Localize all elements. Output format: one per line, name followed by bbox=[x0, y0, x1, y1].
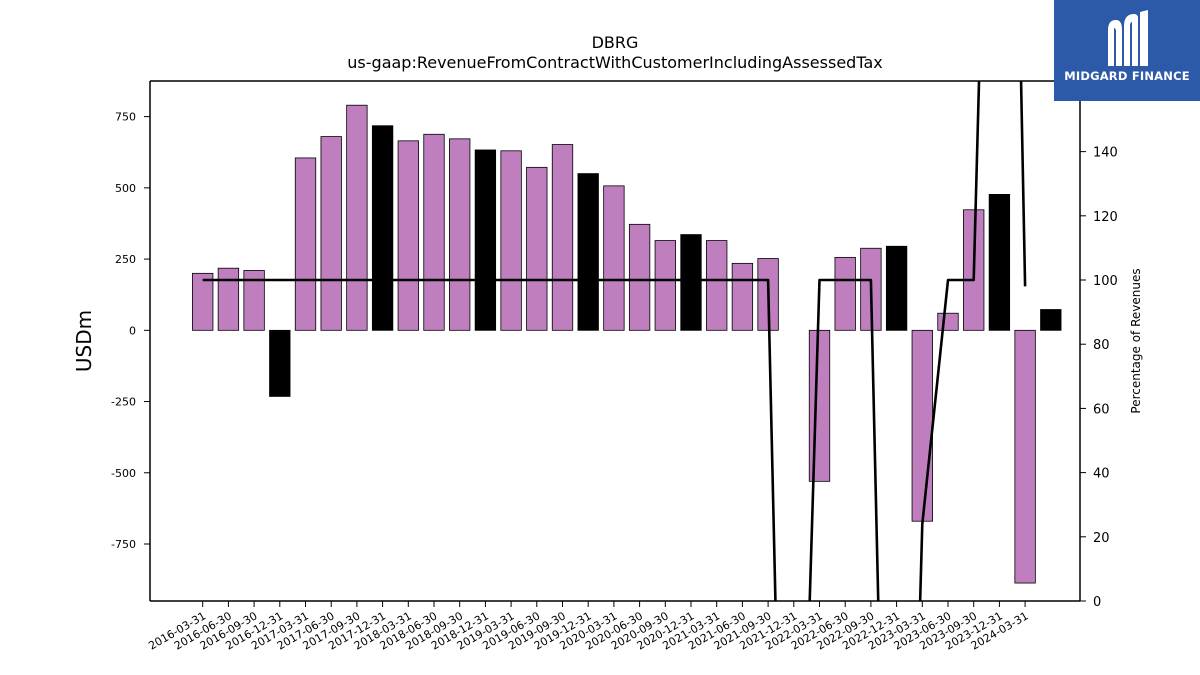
y2-axis-label: Percentage of Revenues bbox=[1129, 268, 1143, 413]
bar-2018-06-30 bbox=[423, 133, 445, 331]
bar-2020-06-30 bbox=[628, 223, 651, 331]
y2-tick-label: 20 bbox=[1093, 531, 1110, 546]
bar-2019-06-30 bbox=[526, 166, 548, 331]
bar-2021-06-30 bbox=[731, 262, 754, 331]
bar-2021-03-31 bbox=[706, 240, 728, 331]
bar-2022-12-31 bbox=[885, 245, 908, 331]
y-axis-label: USDm bbox=[72, 310, 96, 372]
y-axis-ticks: -750 -500 -250 0 250 500 750 bbox=[111, 111, 150, 551]
bar-2016-06-30 bbox=[217, 267, 240, 331]
y-tick-label: 750 bbox=[115, 111, 136, 124]
percentage-line-series bbox=[202, 81, 1027, 601]
bar-2020-03-31 bbox=[603, 185, 625, 331]
y-tick-label: -250 bbox=[111, 396, 136, 409]
bar-2016-12-31 bbox=[269, 329, 291, 397]
bar-2019-12-31 bbox=[577, 173, 599, 331]
y-tick-label: -500 bbox=[111, 467, 136, 480]
y2-axis-ticks: 0 20 40 60 80 100 120 140 bbox=[1080, 146, 1118, 610]
y-tick-label: 500 bbox=[115, 182, 136, 195]
midgard-finance-logo: MIDGARD FINANCE bbox=[1054, 0, 1200, 101]
y2-tick-label: 140 bbox=[1093, 146, 1118, 161]
bar-2020-12-31 bbox=[680, 234, 702, 331]
bar-2016-03-31 bbox=[192, 272, 214, 331]
percentage-line bbox=[202, 81, 1027, 601]
y-tick-label: 250 bbox=[115, 253, 136, 266]
bar-2022-06-30 bbox=[834, 256, 856, 331]
y-tick-label: 0 bbox=[129, 324, 136, 337]
bar-2017-09-30 bbox=[346, 104, 368, 331]
y2-tick-label: 40 bbox=[1093, 467, 1110, 482]
y2-tick-label: 60 bbox=[1093, 402, 1110, 417]
chart-title: DBRG bbox=[591, 33, 639, 52]
bar-2017-03-31 bbox=[294, 157, 317, 331]
bar-series bbox=[192, 104, 1062, 584]
y-tick-label: -750 bbox=[111, 538, 136, 551]
logo-text: MIDGARD FINANCE bbox=[1064, 69, 1190, 83]
bar-2020-09-30 bbox=[654, 240, 676, 331]
bar-2019-03-31 bbox=[500, 150, 522, 331]
bar-2018-03-31 bbox=[397, 140, 419, 331]
bar-2017-12-31 bbox=[371, 125, 394, 331]
bar-2018-09-30 bbox=[449, 138, 471, 331]
bar-2017-06-30 bbox=[320, 136, 342, 331]
y2-tick-label: 80 bbox=[1093, 338, 1110, 353]
chart-subtitle: us-gaap:RevenueFromContractWithCustomerI… bbox=[347, 53, 883, 72]
y2-tick-label: 0 bbox=[1093, 595, 1101, 610]
x-axis-ticks: 2016-03-312016-06-302016-09-302016-12-31… bbox=[146, 601, 1031, 653]
bar-2023-06-30 bbox=[937, 312, 959, 331]
bar-2019-09-30 bbox=[551, 144, 574, 331]
bar-undefined bbox=[1040, 309, 1062, 331]
y2-tick-label: 100 bbox=[1093, 274, 1118, 289]
bar-2023-03-31 bbox=[911, 329, 933, 522]
bar-2016-09-30 bbox=[243, 270, 265, 331]
y2-tick-label: 120 bbox=[1093, 210, 1118, 225]
bar-2024-03-31 bbox=[1014, 329, 1036, 584]
bar-2022-03-31 bbox=[808, 329, 831, 482]
bar-2018-12-31 bbox=[474, 149, 497, 331]
bar-2023-12-31 bbox=[988, 194, 1011, 331]
logo-mark-icon bbox=[1108, 10, 1148, 66]
